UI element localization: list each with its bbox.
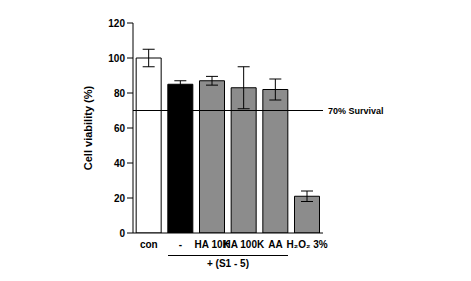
svg-text:HA 10K: HA 10K [194,239,230,251]
svg-text:80: 80 [114,88,126,99]
svg-text:con: con [140,239,158,250]
svg-text:100: 100 [108,53,125,64]
html-text:+ (S1 - 5): + (S1 - 5) [207,258,249,269]
svg-text:0: 0 [119,228,125,239]
svg-text:20: 20 [114,193,126,204]
svg-text:AA: AA [268,239,282,250]
svg-text:-: - [179,239,182,250]
svg-text:120: 120 [108,18,125,29]
svg-text:60: 60 [114,123,126,134]
svg-text:H₂O₂ 3%: H₂O₂ 3% [287,239,328,250]
svg-text:40: 40 [114,158,126,169]
svg-text:70% Survival: 70% Survival [328,106,384,116]
svg-text:Cell viability (%): Cell viability (%) [82,85,94,170]
svg-text:HA 100K: HA 100K [223,239,265,250]
